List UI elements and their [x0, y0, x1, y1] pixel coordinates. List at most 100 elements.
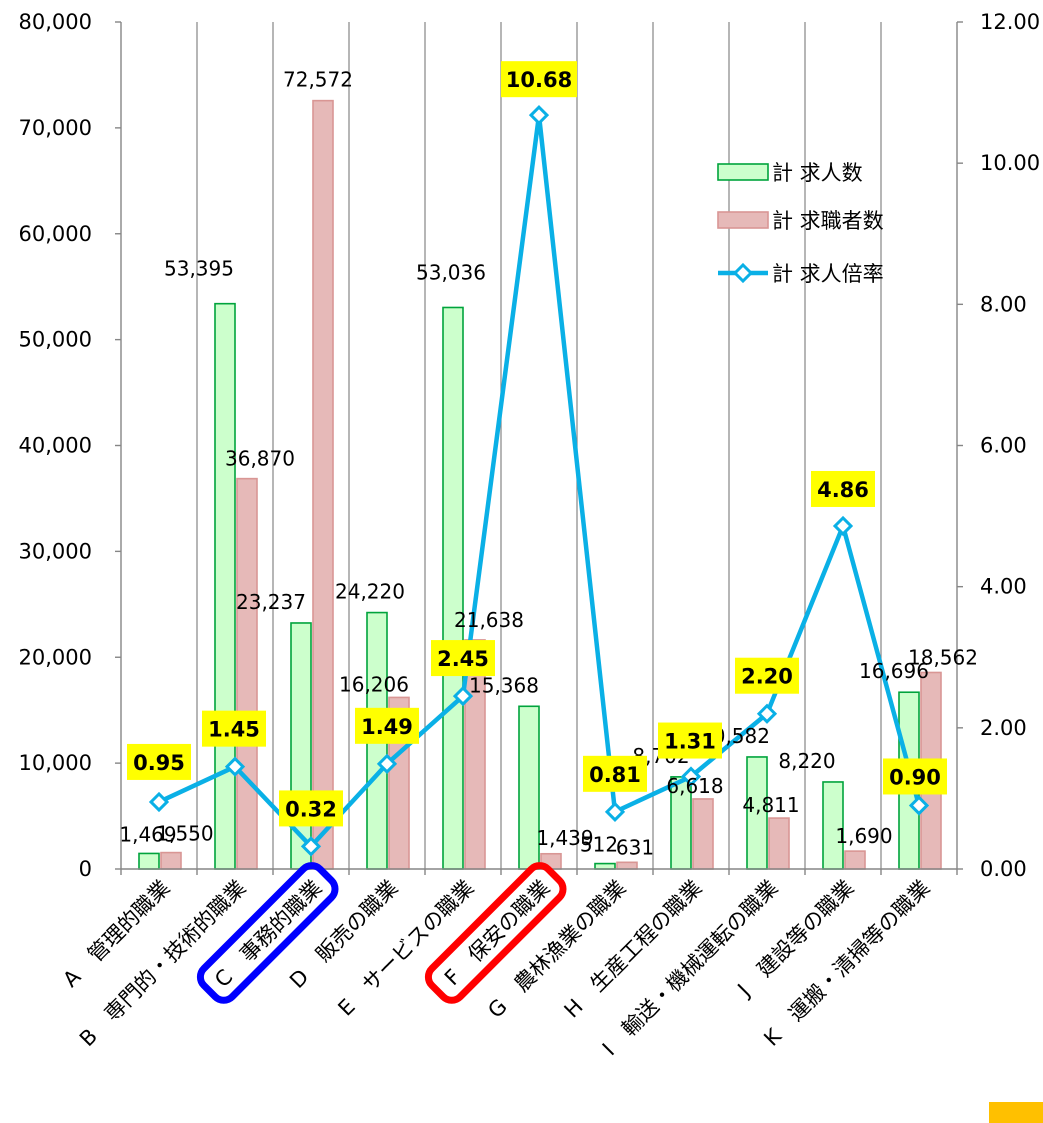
- ratio-label-bg: [883, 758, 947, 795]
- job-seekers-value-label: 1,550: [156, 822, 213, 846]
- job-openings-bar: [442, 306, 464, 870]
- legend-openings: 計 求人数: [717, 161, 863, 185]
- job-openings-value-label: 1,469: [119, 822, 176, 846]
- ratio-label-bg: [202, 710, 266, 747]
- legend-swatch: [717, 163, 769, 181]
- left-tick-label: 50,000: [19, 328, 92, 352]
- job-seekers-value-label: 631: [616, 835, 654, 859]
- ratio-value-label: 0.90: [889, 765, 941, 789]
- job-seekers-value-label: 72,572: [283, 68, 353, 92]
- ratio-value-label: 2.20: [741, 665, 793, 689]
- axes: 0 10,000 20,000 30,000 40,000 50,000 60,000 70,…: [19, 10, 1041, 881]
- ratio-label-bg: [735, 657, 799, 694]
- job-seekers-bar: [236, 477, 258, 870]
- left-tick-label: 70,000: [19, 116, 92, 140]
- legend-label: 計 求人倍率: [772, 262, 884, 286]
- ratio-marker: [832, 515, 854, 537]
- ratio-marker: [680, 766, 702, 787]
- ratio-label-bg: [355, 707, 419, 744]
- legend-swatch: [717, 211, 769, 229]
- left-tick-label: 0: [79, 857, 92, 881]
- job-seekers-bar: [844, 850, 866, 870]
- job-seekers-value-label: 1,690: [835, 824, 892, 848]
- ratio-marker: [528, 105, 550, 126]
- ratio-marker: [376, 753, 398, 774]
- right-tick-label: 4.00: [980, 575, 1027, 599]
- right-tick-label: 12.00: [980, 10, 1040, 34]
- job-openings-value-label: 53,036: [416, 260, 486, 284]
- job-seekers-value-label: 4,811: [742, 793, 799, 817]
- job-openings-value-label: 8,220: [778, 749, 835, 773]
- job-openings-value-label: 15,368: [469, 673, 539, 697]
- job-seekers-bar: [616, 861, 638, 870]
- legend-marker: [732, 262, 754, 284]
- ratio-value-label: 4.86: [817, 478, 869, 502]
- right-tick-label: 2.00: [980, 716, 1027, 740]
- right-tick-label: 10.00: [980, 151, 1040, 175]
- ratio-label-bg: [583, 755, 647, 792]
- job-openings-bar: [594, 862, 616, 870]
- ratio-label-bg: [501, 61, 577, 98]
- ratio-marker: [452, 685, 474, 707]
- job-seekers-value-label: 21,638: [454, 608, 524, 632]
- ratio-value-label: 0.81: [589, 763, 641, 787]
- job-openings-value-label: 53,395: [164, 257, 234, 281]
- left-tick-label: 20,000: [19, 645, 92, 669]
- job-seekers-value-label: 1,439: [536, 826, 593, 850]
- category-highlight-box: [424, 862, 567, 1004]
- ratio-marker: [148, 791, 170, 813]
- ratio-marker: [604, 801, 626, 822]
- ratio-label-bg: [127, 743, 191, 780]
- legend-label: 計 求職者数: [772, 209, 884, 233]
- category-highlight: [196, 862, 339, 1004]
- job-openings-bar: [138, 852, 160, 870]
- job-seekers-bar: [768, 817, 790, 870]
- job-openings-bar: [290, 622, 312, 870]
- ratio-label-bg: [811, 470, 875, 507]
- ratio-value-label: 1.31: [664, 730, 716, 754]
- job-openings-value-label: 24,220: [335, 580, 405, 604]
- legend-seekers: 計 求職者数: [717, 209, 884, 233]
- job-seekers-value-label: 6,618: [666, 774, 723, 798]
- legend-ratio: 計 求人倍率: [718, 262, 884, 286]
- ratio-label-bg: [279, 790, 343, 827]
- ratio-label-bg: [431, 640, 495, 677]
- ratio-value-label: 1.49: [361, 715, 413, 739]
- job-seekers-bar: [312, 99, 334, 870]
- category-highlight: [424, 862, 567, 1004]
- ratio-marker: [300, 836, 322, 857]
- job-seekers-bar: [160, 851, 182, 870]
- corner-swatch: [989, 1102, 1043, 1123]
- job-openings-value-label: 512: [580, 833, 618, 857]
- ratio-marker: [756, 703, 778, 724]
- left-tick-label: 30,000: [19, 539, 92, 563]
- ratio-value-label: 0.95: [133, 751, 185, 775]
- category-label: H 生産工程の職業: [560, 876, 707, 1023]
- ratio-marker: [908, 795, 930, 816]
- left-tick-label: 60,000: [19, 222, 92, 246]
- legend-label: 計 求人数: [772, 161, 863, 185]
- right-tick-label: 6.00: [980, 434, 1027, 458]
- left-tick-label: 40,000: [19, 434, 92, 458]
- job-seekers-bar: [692, 798, 714, 870]
- ratio-value-label: 2.45: [437, 647, 489, 671]
- right-tick-label: 0.00: [980, 857, 1027, 881]
- ratio-value-label: 10.68: [506, 68, 572, 92]
- job-seekers-value-label: 18,562: [908, 645, 978, 669]
- ratio-label-bg: [658, 722, 722, 759]
- job-openings-value-label: 23,237: [236, 590, 306, 614]
- left-tick-label: 10,000: [19, 751, 92, 775]
- ratio-marker: [224, 756, 246, 777]
- job-openings-bar: [214, 302, 236, 870]
- job-seekers-value-label: 36,870: [225, 447, 295, 471]
- job-seekers-value-label: 16,206: [339, 672, 409, 696]
- category-highlight-box: [196, 862, 339, 1004]
- right-tick-label: 8.00: [980, 292, 1027, 316]
- ratio-value-label: 1.45: [208, 718, 260, 742]
- data-labels: 1,469 53,395 23,237 24,220 53,036 15,368 512 8,…: [119, 61, 978, 859]
- job-openings-value-label: 16,696: [859, 659, 929, 683]
- ratio-value-label: 0.32: [285, 797, 337, 821]
